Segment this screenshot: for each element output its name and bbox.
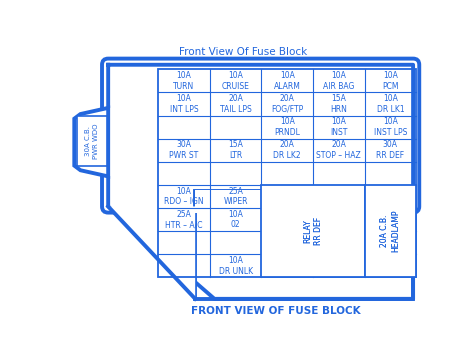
Polygon shape [108, 206, 195, 299]
Bar [103, 108, 114, 176]
Text: 25A
HTR – A/C: 25A HTR – A/C [165, 210, 203, 229]
Bar [195, 191, 413, 299]
Text: 20A
TAIL LPS: 20A TAIL LPS [220, 94, 252, 114]
Text: FRONT VIEW OF FUSE BLOCK: FRONT VIEW OF FUSE BLOCK [191, 306, 361, 316]
Text: 10A
02: 10A 02 [228, 210, 243, 229]
Text: 10A
DR UNLK: 10A DR UNLK [219, 256, 253, 276]
Text: 10A
INST LPS: 10A INST LPS [374, 117, 407, 137]
Text: 20A C.B.
HEADLAMP: 20A C.B. HEADLAMP [380, 210, 401, 252]
Text: 10A
TURN: 10A TURN [173, 71, 195, 91]
Text: 20A
STOP – HAZ: 20A STOP – HAZ [317, 140, 361, 160]
Text: 30A
RR DEF: 30A RR DEF [376, 140, 404, 160]
Text: Front View Of Fuse Block: Front View Of Fuse Block [179, 48, 307, 58]
Text: 10A
DR LK1: 10A DR LK1 [376, 94, 404, 114]
Text: 25A
WIPER: 25A WIPER [223, 186, 248, 206]
Bar [262, 185, 364, 276]
Polygon shape [74, 108, 108, 176]
Text: 20A C.B.
HEADLAMP: 20A C.B. HEADLAMP [380, 210, 401, 252]
Bar [195, 189, 413, 213]
Text: 30A
PWR ST: 30A PWR ST [169, 140, 199, 160]
Bar [365, 185, 416, 277]
Text: RELAY
RR DEF: RELAY RR DEF [303, 217, 323, 245]
Text: 10A
AIR BAG: 10A AIR BAG [323, 71, 355, 91]
Text: 20A
FOG/FTP: 20A FOG/FTP [271, 94, 303, 114]
Text: 15A
HRN: 15A HRN [330, 94, 347, 114]
Text: 10A
CRUISE: 10A CRUISE [222, 71, 249, 91]
Text: 10A
PCM: 10A PCM [382, 71, 399, 91]
Text: RELAY
RR DEF: RELAY RR DEF [303, 217, 323, 245]
Text: 10A
ALARM: 10A ALARM [274, 71, 301, 91]
Text: 10A
RDO – IGN: 10A RDO – IGN [164, 186, 204, 206]
Text: 30A C.B.
PWR WDO: 30A C.B. PWR WDO [85, 123, 99, 159]
Text: 15A
LTR: 15A LTR [228, 140, 243, 160]
Text: 10A
INT LPS: 10A INT LPS [170, 94, 198, 114]
Text: 10A
INST: 10A INST [330, 117, 347, 137]
Bar [158, 69, 416, 277]
Bar [365, 185, 416, 276]
Text: 10A
PRNDL: 10A PRNDL [274, 117, 300, 137]
Bar [77, 116, 107, 166]
Bar [261, 185, 365, 277]
FancyBboxPatch shape [102, 59, 419, 213]
Text: 20A
DR LK2: 20A DR LK2 [273, 140, 301, 160]
